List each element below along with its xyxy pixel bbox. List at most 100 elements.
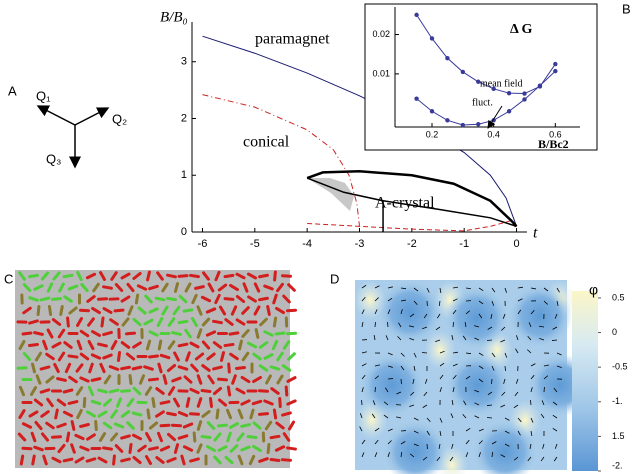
field-arrow [552,427,558,432]
annotation: conical [243,134,290,151]
panel-c: C [4,270,297,468]
colorbar-tick-label: -1. [612,396,623,406]
spin-arrow [271,339,279,351]
panel-d: D φ 0.5 0 -0.5 -1. 1.5 -2. [330,271,628,474]
spin-arrow [159,445,171,452]
field-arrow [452,286,458,289]
shaded-region [307,178,354,211]
spin-arrow [64,362,72,374]
field-arrow [423,313,428,319]
spin-arrow [131,433,143,441]
data-point [429,109,435,114]
field-arrow [361,296,366,302]
field-arrow [543,364,549,367]
series-line [202,94,360,227]
field-arrow [556,365,562,369]
spin-arrow [201,364,211,372]
field-arrow [517,286,523,289]
colorbar [572,291,598,471]
field-arrow [540,413,545,419]
field-arrow [556,352,562,356]
spin-arrow [108,365,120,371]
spin-arrow [90,377,102,382]
x-tick-label: 0.4 [487,129,500,139]
spin-arrow [270,387,280,395]
spin-arrow [263,399,274,406]
field-arrow [387,297,393,302]
field-arrow [439,287,442,293]
spin-arrow [157,431,163,443]
spin-arrow [196,443,203,454]
spin-arrow [57,443,66,454]
spin-arrow [228,331,240,336]
spin-arrow [113,308,125,313]
data-point [445,118,450,123]
spin-arrow [22,306,32,315]
spin-arrow [86,295,96,303]
spin-arrow [274,331,286,336]
spin-arrow [182,308,194,313]
field-arrow [373,335,376,341]
field-arrow [530,399,532,406]
spin-arrow [224,455,234,465]
vortex [378,280,442,344]
spin-arrow [131,411,143,417]
spin-arrow [63,295,73,303]
spin-arrow [224,318,234,326]
x-tick-label: -3 [355,238,365,250]
spin-arrow [189,273,200,279]
field-arrow [387,452,390,458]
spin-arrow [68,375,78,384]
spin-arrow [212,386,223,396]
spin-arrow [99,362,106,374]
spin-arrow [145,339,152,351]
field-arrow [500,454,506,458]
spin-arrow [109,432,119,442]
spin-arrow [282,432,291,442]
field-arrow [490,313,493,319]
spin-arrow [51,297,62,301]
spin-arrow [196,420,203,431]
field-arrow [449,456,454,462]
field-arrow [451,443,454,449]
field-peak [424,330,456,370]
spin-arrow [100,316,105,328]
field-arrow [530,430,533,436]
field-arrow [513,456,519,461]
field-arrow [359,426,363,432]
spin-arrow [241,329,250,338]
spin-arrow [230,305,238,316]
spin-arrow [22,352,32,361]
spin-arrow [18,271,26,281]
spin-arrow [191,293,198,305]
spin-arrow [76,270,83,282]
spin-arrow [161,305,169,316]
field-arrow [436,313,441,319]
field-arrow [478,300,484,305]
spin-arrow [246,341,258,349]
spin-arrow [154,296,166,302]
field-arrow [552,414,558,419]
spin-arrow [286,399,297,406]
field-arrow [435,339,441,342]
field-arrow [361,439,366,445]
spin-arrow [128,443,133,454]
spin-arrow [79,445,90,452]
spin-arrow [75,363,84,373]
spin-arrow [272,293,278,305]
spin-arrow [166,457,177,463]
spin-arrow [286,376,297,383]
spin-arrow [70,420,76,431]
field-arrow [517,298,523,302]
spin-arrow [229,352,239,361]
spin-arrow [206,421,216,430]
inset-title: Δ G [510,22,533,37]
field-arrow [387,286,393,289]
field-arrow [515,378,519,384]
spin-arrow [99,271,106,281]
spin-arrow [155,456,165,464]
spin-arrow [247,295,257,303]
field-arrow [465,352,472,355]
spin-arrow [59,305,64,316]
spin-arrow [28,342,39,348]
